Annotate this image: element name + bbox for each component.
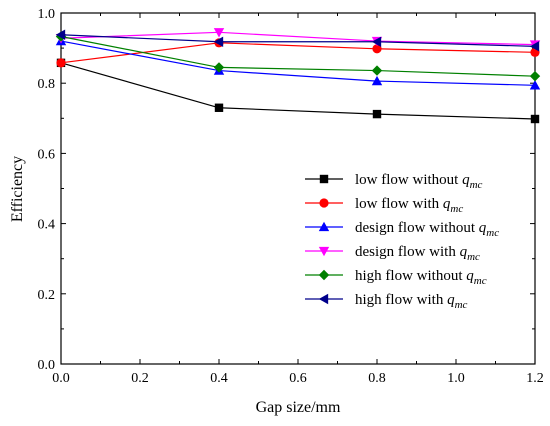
legend-marker: [319, 174, 329, 184]
data-point: [371, 65, 383, 76]
legend-label: low flow without qmc: [355, 172, 483, 191]
legend-item: high flow without qmc: [305, 268, 487, 287]
data-point: [530, 114, 540, 124]
series-5: [55, 29, 540, 52]
legend-label-text: low flow without: [355, 172, 462, 188]
x-tick-label: 0.6: [289, 371, 307, 386]
legend-label: low flow with qmc: [355, 196, 463, 215]
series-line: [60, 34, 536, 47]
legend-marker: [319, 198, 329, 208]
data-point: [529, 41, 540, 52]
data-point: [214, 103, 224, 112]
legend-label-text: high flow without: [355, 268, 466, 284]
legend-label-text: design flow with: [355, 244, 460, 260]
series-0: [56, 58, 540, 124]
y-tick-label: 0.6: [38, 147, 56, 162]
legend-label: high flow without qmc: [355, 268, 487, 287]
legend-label: design flow without qmc: [355, 220, 499, 239]
series-layer: [55, 28, 541, 124]
x-tick-label: 0.0: [52, 371, 70, 386]
data-point: [55, 29, 66, 40]
x-tick-label: 1.2: [526, 371, 544, 386]
series-line: [60, 42, 536, 64]
x-tick-label: 0.8: [368, 371, 386, 386]
y-tick-label: 0.2: [38, 288, 56, 303]
x-tick-label: 1.0: [447, 371, 465, 386]
data-point: [529, 70, 541, 82]
y-tick-label: 0.4: [38, 218, 56, 233]
legend-item: high flow with qmc: [305, 292, 468, 311]
x-tick-label: 0.4: [210, 371, 228, 386]
series-line: [60, 31, 536, 46]
legend-label-text: design flow without: [355, 220, 479, 236]
x-axis-title: Gap size/mm: [256, 399, 341, 416]
legend-label-sub: mc: [455, 299, 468, 311]
series-3: [55, 28, 541, 50]
legend-label-sub: mc: [474, 275, 487, 287]
data-point: [371, 36, 382, 47]
legend-marker: [318, 246, 330, 257]
series-1: [56, 38, 540, 68]
data-point: [529, 80, 541, 90]
legend-label-sub: mc: [450, 203, 463, 215]
legend-label-text: high flow with: [355, 292, 447, 308]
data-point: [371, 75, 383, 86]
legend-item: design flow with qmc: [305, 244, 480, 263]
data-point: [213, 36, 224, 47]
legend-item: low flow with qmc: [305, 196, 463, 215]
legend-label-var: q: [466, 268, 474, 284]
series-line: [60, 35, 536, 77]
legend-label-sub: mc: [486, 227, 499, 239]
legend-label-text: low flow with: [355, 196, 443, 212]
legend-label-sub: mc: [470, 179, 483, 191]
legend-label-var: q: [447, 292, 455, 308]
legend-marker: [318, 269, 330, 281]
plot-frame: [60, 12, 536, 365]
legend-item: design flow without qmc: [305, 220, 499, 239]
legend-item: low flow without qmc: [305, 172, 483, 191]
y-tick-label: 1.0: [38, 7, 56, 22]
legend-label-sub: mc: [467, 251, 480, 263]
legend-marker: [318, 221, 330, 232]
legend-label-var: q: [443, 196, 451, 212]
y-tick-label: 0.0: [38, 358, 56, 373]
legend-label: high flow with qmc: [355, 292, 468, 311]
data-point: [213, 28, 225, 38]
series-4: [55, 31, 541, 82]
x-tick-label: 0.2: [131, 371, 149, 386]
data-point: [56, 58, 66, 68]
legend-label-var: q: [479, 220, 487, 236]
series-line: [60, 40, 536, 86]
data-point: [372, 44, 382, 54]
series-line: [60, 62, 536, 120]
legend-label: design flow with qmc: [355, 244, 480, 263]
data-point: [372, 109, 382, 119]
axis-ticks: 0.0 0.2 0.4 0.6 0.8 1.0 1.2 0.0 0.2 0.4 0.6 0.8 1.0: [38, 7, 544, 386]
y-axis-title: Efficiency: [9, 156, 26, 222]
legend-label-var: q: [462, 172, 470, 188]
data-point: [213, 62, 225, 73]
legend-marker: [318, 293, 329, 305]
y-tick-label: 0.8: [38, 77, 56, 92]
legend-label-var: q: [460, 244, 468, 260]
